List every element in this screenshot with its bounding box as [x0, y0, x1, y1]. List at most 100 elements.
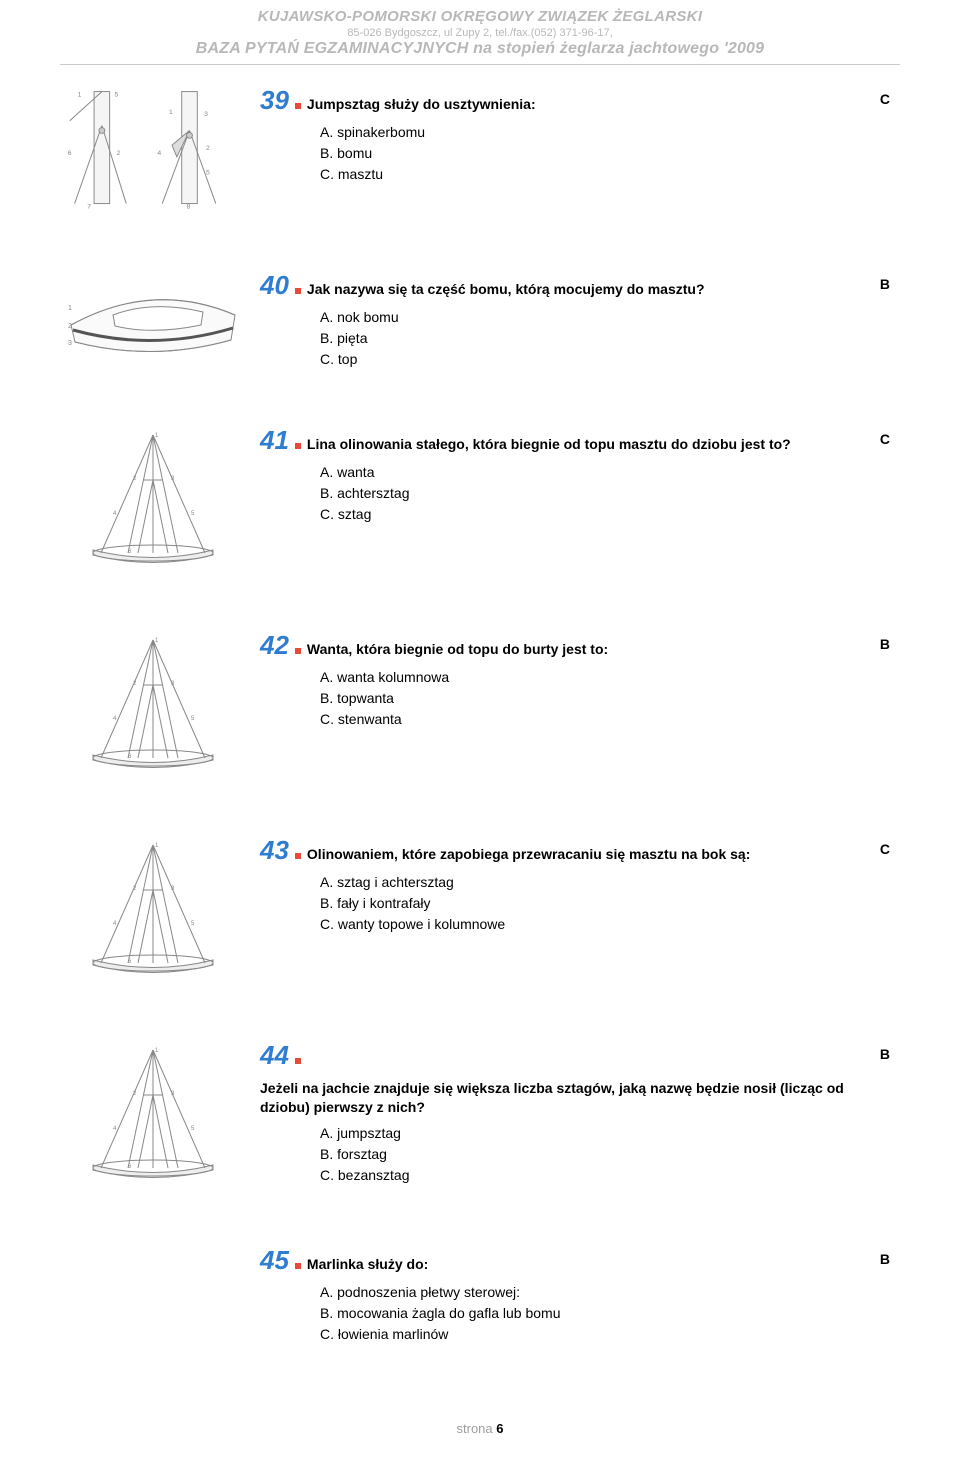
option-item: C. top [320, 349, 850, 370]
svg-text:6: 6 [128, 1164, 132, 1170]
svg-text:4: 4 [113, 716, 117, 722]
question-body: 44 Jeżeli na jachcie znajduje się większa… [260, 1040, 850, 1186]
svg-text:1: 1 [155, 843, 159, 849]
footer-label: strona [457, 1421, 493, 1436]
bullet-icon [295, 648, 301, 654]
question-text: Jeżeli na jachcie znajduje się większa l… [260, 1079, 850, 1117]
question-block: 12 34 56 41Lina olinowania stałego, któr… [60, 425, 850, 575]
svg-text:4: 4 [113, 921, 117, 927]
answer-key: B [880, 1251, 890, 1267]
options-list: A. nok bomuB. piętaC. top [320, 307, 850, 370]
question-number: 42 [260, 630, 289, 661]
question-text: Marlinka służy do: [307, 1255, 428, 1274]
svg-text:2: 2 [133, 476, 137, 482]
footer-page: 6 [496, 1421, 503, 1436]
option-item: A. podnoszenia płetwy sterowej: [320, 1282, 850, 1303]
option-item: B. pięta [320, 328, 850, 349]
answer-key: B [880, 636, 890, 652]
svg-text:1: 1 [78, 91, 82, 98]
question-diagram: 123 [60, 270, 260, 370]
option-item: B. bomu [320, 143, 850, 164]
option-item: B. fały i kontrafały [320, 893, 850, 914]
question-block: 123 40 Jak nazywa się ta część bomu, któr… [60, 270, 850, 370]
answer-key: C [880, 841, 890, 857]
option-item: C. stenwanta [320, 709, 850, 730]
option-item: A. wanta [320, 462, 850, 483]
question-number: 44 [260, 1040, 289, 1071]
bullet-icon [295, 288, 301, 294]
question-block: 12 34 56 44Jeżeli na jachcie znajduje si… [60, 1040, 850, 1190]
svg-text:8: 8 [187, 203, 191, 210]
header-title: BAZA PYTAŃ EGZAMINACYJNYCH na stopień że… [40, 40, 920, 58]
options-list: A. spinakerbomuB. bomuC. masztu [320, 122, 850, 185]
question-body: 41 Lina olinowania stałego, która biegnie… [260, 425, 850, 525]
option-item: C. sztag [320, 504, 850, 525]
option-item: B. topwanta [320, 688, 850, 709]
svg-text:5: 5 [206, 169, 210, 176]
question-text: Jumpsztag służy do usztywnienia: [307, 95, 536, 114]
question-number: 45 [260, 1245, 289, 1276]
option-item: B. mocowania żagla do gafla lub bomu [320, 1303, 850, 1324]
question-text: Wanta, która biegnie od topu do burty je… [307, 640, 608, 659]
question-diagram: 12 34 56 [60, 630, 260, 780]
answer-key: C [880, 91, 890, 107]
option-item: C. bezansztag [320, 1165, 850, 1186]
question-text: Jak nazywa się ta część bomu, którą mocu… [307, 280, 705, 299]
svg-text:5: 5 [191, 1126, 195, 1132]
svg-text:5: 5 [191, 716, 195, 722]
bullet-icon [295, 853, 301, 859]
page-footer: strona 6 [0, 1421, 960, 1436]
svg-text:6: 6 [128, 754, 132, 760]
svg-text:3: 3 [171, 886, 175, 892]
question-block: 15 62 7 13 42 58 39Jumpsztag służy do us… [60, 85, 850, 215]
answer-key: C [880, 431, 890, 447]
svg-text:7: 7 [87, 203, 91, 210]
svg-text:2: 2 [68, 323, 72, 330]
question-body: 42 Wanta, która biegnie od topu do burty … [260, 630, 850, 730]
option-item: C. wanty topowe i kolumnowe [320, 914, 850, 935]
bullet-icon [295, 1263, 301, 1269]
question-body: 40 Jak nazywa się ta część bomu, którą mo… [260, 270, 850, 370]
svg-text:3: 3 [204, 111, 208, 118]
header-address: 85-026 Bydgoszcz, ul Zupy 2, tel./fax.(0… [40, 27, 920, 39]
svg-text:2: 2 [206, 145, 210, 152]
bullet-icon [295, 443, 301, 449]
svg-text:2: 2 [133, 681, 137, 687]
svg-text:5: 5 [115, 91, 119, 98]
question-diagram: 15 62 7 13 42 58 [60, 85, 260, 215]
bullet-icon [295, 103, 301, 109]
svg-text:1: 1 [169, 109, 173, 116]
question-block: 45 Marlinka służy do: A. podnoszenia płetw… [60, 1245, 850, 1345]
question-text: Lina olinowania stałego, która biegnie o… [307, 435, 791, 454]
question-number: 39 [260, 85, 289, 116]
svg-text:4: 4 [113, 1126, 117, 1132]
svg-text:3: 3 [171, 476, 175, 482]
svg-text:1: 1 [155, 433, 159, 439]
svg-text:5: 5 [191, 921, 195, 927]
question-diagram: 12 34 56 [60, 835, 260, 985]
option-item: B. forsztag [320, 1144, 850, 1165]
svg-text:3: 3 [171, 1091, 175, 1097]
svg-text:2: 2 [116, 150, 120, 157]
option-item: A. jumpsztag [320, 1123, 850, 1144]
question-body: 39 Jumpsztag służy do usztywnienia: A. spi… [260, 85, 850, 185]
question-text: Olinowaniem, które zapobiega przewracani… [307, 845, 750, 864]
options-list: A. sztag i achtersztagB. fały i kontrafa… [320, 872, 850, 935]
options-list: A. jumpsztagB. forsztagC. bezansztag [320, 1123, 850, 1186]
page-header: KUJAWSKO-POMORSKI OKRĘGOWY ZWIĄZEK ŻEGLA… [0, 0, 960, 62]
answer-key: B [880, 1046, 890, 1062]
svg-text:2: 2 [133, 1091, 137, 1097]
option-item: B. achtersztag [320, 483, 850, 504]
svg-text:1: 1 [155, 638, 159, 644]
svg-text:4: 4 [157, 150, 161, 157]
questions-container: 15 62 7 13 42 58 39Jumpsztag służy do us… [0, 65, 960, 1345]
question-number: 41 [260, 425, 289, 456]
question-number: 40 [260, 270, 289, 301]
option-item: A. spinakerbomu [320, 122, 850, 143]
header-org: KUJAWSKO-POMORSKI OKRĘGOWY ZWIĄZEK ŻEGLA… [40, 8, 920, 25]
svg-text:6: 6 [128, 549, 132, 555]
options-list: A. podnoszenia płetwy sterowej:B. mocowa… [320, 1282, 850, 1345]
question-diagram: 12 34 56 [60, 1040, 260, 1190]
option-item: C. masztu [320, 164, 850, 185]
question-body: 43Olinowaniem, które zapobiega przewraca… [260, 835, 850, 935]
